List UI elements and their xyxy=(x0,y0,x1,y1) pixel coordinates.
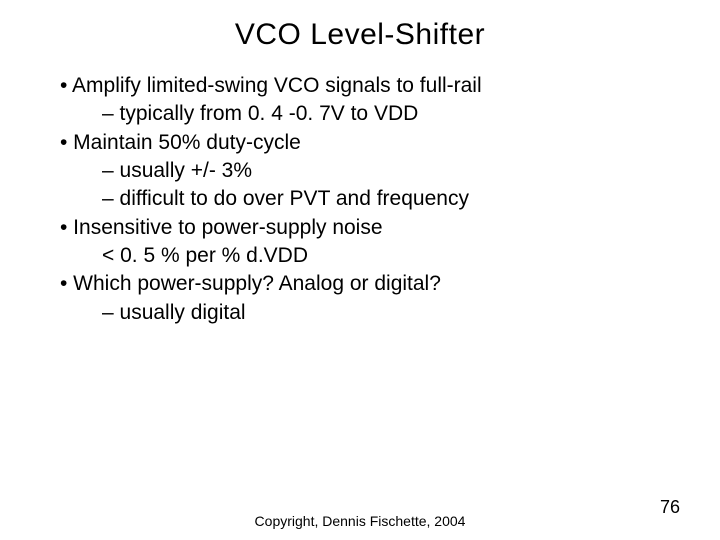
bullet-l1: • Insensitive to power-supply noise xyxy=(60,214,680,242)
bullet-l1: • Which power-supply? Analog or digital? xyxy=(60,270,680,298)
slide-title: VCO Level-Shifter xyxy=(0,0,720,72)
bullet-l2: – difficult to do over PVT and frequency xyxy=(60,185,680,213)
bullet-l1: • Maintain 50% duty-cycle xyxy=(60,129,680,157)
slide-body: • Amplify limited-swing VCO signals to f… xyxy=(0,72,720,327)
bullet-l2: – usually digital xyxy=(60,299,680,327)
footer: Copyright, Dennis Fischette, 2004 xyxy=(0,513,720,531)
slide: VCO Level-Shifter • Amplify limited-swin… xyxy=(0,0,720,540)
bullet-l2: – usually +/- 3% xyxy=(60,157,680,185)
bullet-l2: – typically from 0. 4 -0. 7V to VDD xyxy=(60,100,680,128)
bullet-l1: • Amplify limited-swing VCO signals to f… xyxy=(60,72,680,100)
copyright-text: Copyright, Dennis Fischette, 2004 xyxy=(255,513,466,531)
page-number: 76 xyxy=(660,497,680,518)
bullet-l2: < 0. 5 % per % d.VDD xyxy=(60,242,680,270)
